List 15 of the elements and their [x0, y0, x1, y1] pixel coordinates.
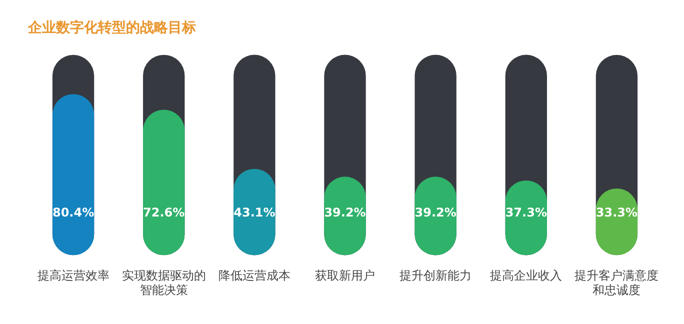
data-label: 80.4%	[52, 205, 94, 220]
data-label: 72.6%	[143, 205, 185, 220]
x-tick-label: 提升创新能力	[400, 268, 472, 283]
data-label: 37.3%	[505, 205, 547, 220]
data-label: 43.1%	[234, 205, 276, 220]
x-tick-label: 提高企业收入	[490, 268, 562, 283]
x-tick-label: 降低运营成本	[218, 268, 290, 283]
data-label: 39.2%	[414, 205, 456, 220]
x-tick-label: 实现数据驱动的智能决策	[122, 268, 206, 297]
data-label: 39.2%	[324, 205, 366, 220]
x-tick-label: 提高运营效率	[37, 268, 110, 283]
chart-title: 企业数字化转型的战略目标	[27, 19, 196, 36]
data-label: 33.3%	[596, 205, 638, 220]
x-tick-label: 提升客户满意度和忠诚度	[574, 268, 659, 297]
x-tick-label: 获取新用户	[315, 268, 375, 283]
